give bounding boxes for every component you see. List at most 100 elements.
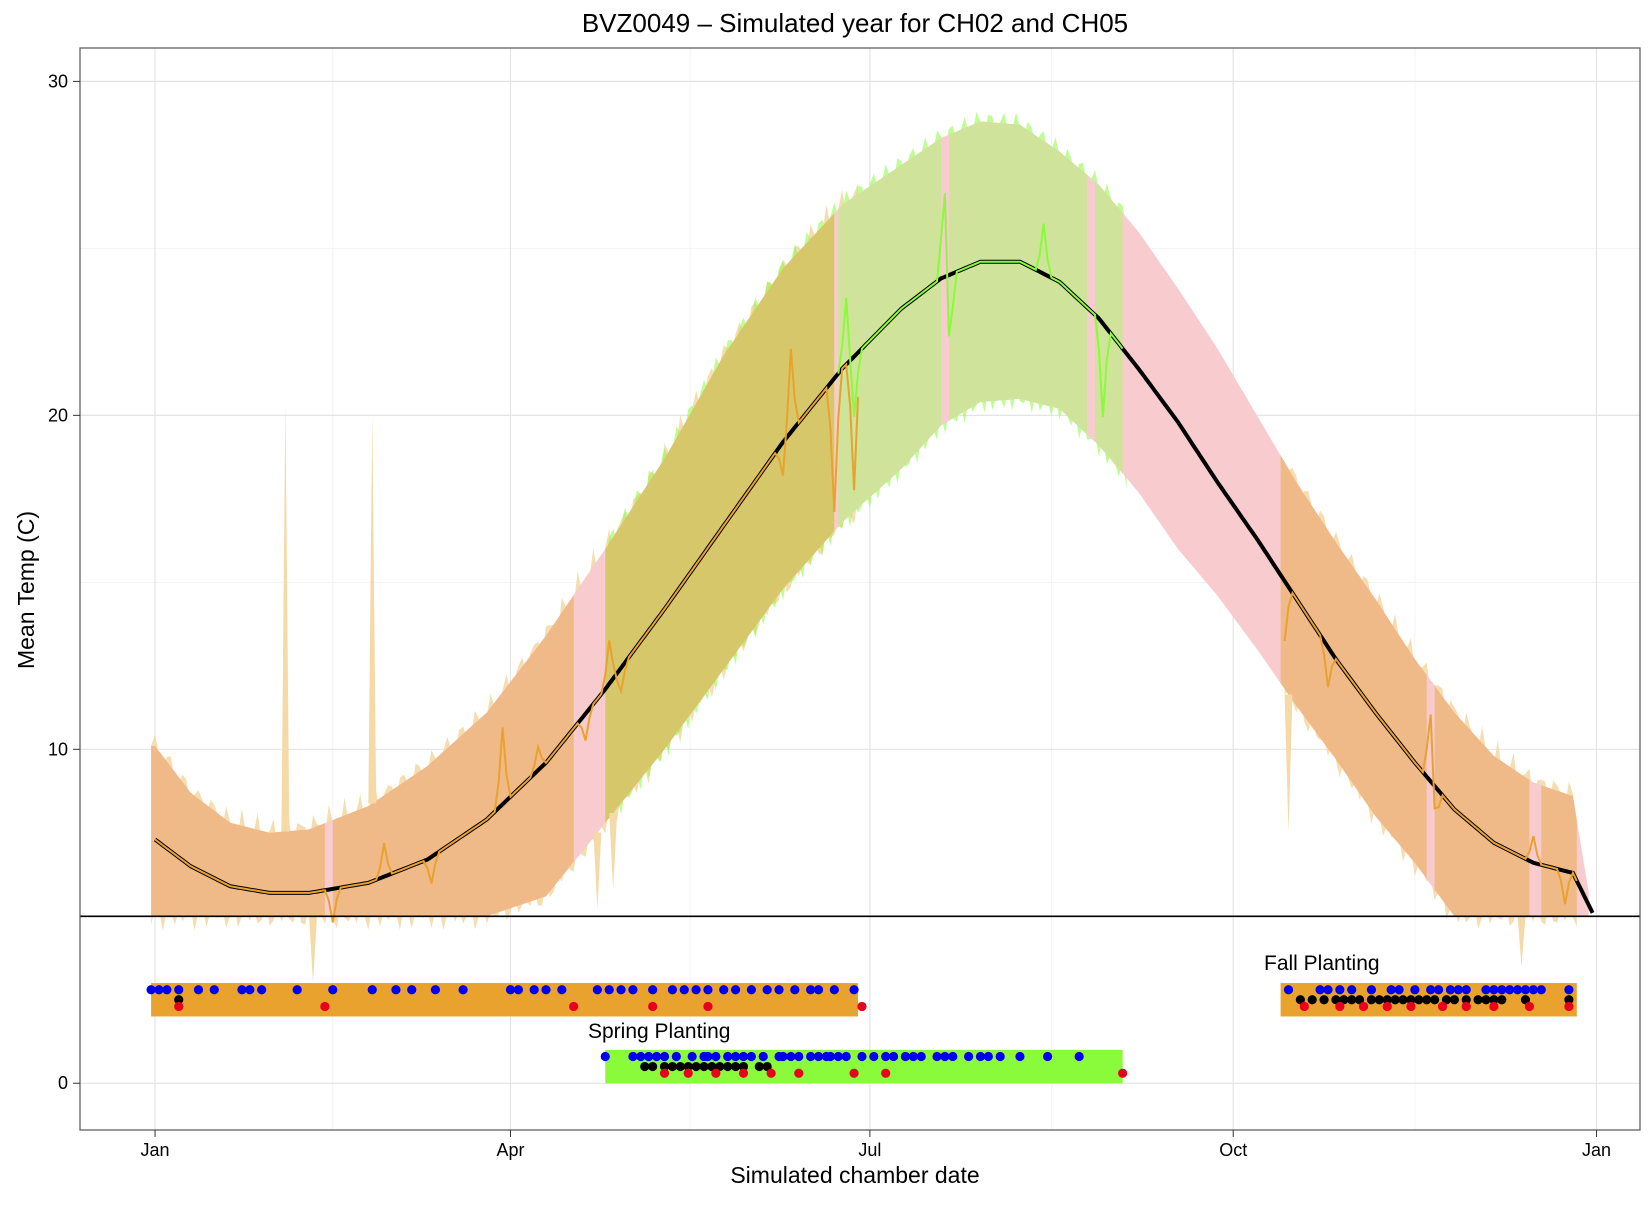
black-event-dot bbox=[754, 1061, 764, 1072]
x-tick-label: Apr bbox=[496, 1140, 524, 1160]
red-event-dot bbox=[569, 1001, 579, 1012]
black-event-dot bbox=[707, 1061, 717, 1072]
blue-event-dot bbox=[367, 985, 377, 995]
red-event-dot bbox=[683, 1068, 693, 1078]
red-event-dot bbox=[1564, 1001, 1574, 1012]
blue-event-dot bbox=[458, 985, 468, 995]
black-event-dot bbox=[723, 1061, 733, 1072]
blue-event-dot bbox=[648, 985, 658, 995]
red-event-dot bbox=[881, 1068, 891, 1078]
chamber-line-spring bbox=[154, 348, 859, 923]
blue-event-dot bbox=[1283, 985, 1294, 995]
blue-event-dot bbox=[1453, 985, 1463, 995]
red-event-dot bbox=[1382, 1001, 1392, 1012]
x-tick-label: Jan bbox=[1582, 1140, 1611, 1160]
blue-event-dot bbox=[628, 985, 638, 995]
black-event-dot bbox=[1339, 995, 1349, 1005]
blue-event-dot bbox=[794, 1051, 804, 1062]
red-event-dot bbox=[766, 1068, 776, 1078]
blue-event-dot bbox=[1461, 985, 1471, 995]
blue-event-dot bbox=[888, 1051, 899, 1062]
blue-event-dot bbox=[146, 985, 156, 995]
blue-event-dot bbox=[505, 985, 516, 995]
blue-event-dot bbox=[245, 985, 255, 995]
band-spike bbox=[1517, 916, 1526, 967]
black-event-dot bbox=[1441, 995, 1452, 1005]
black-event-dot bbox=[683, 1061, 693, 1072]
blue-event-dot bbox=[719, 985, 729, 995]
blue-event-dot bbox=[778, 1051, 788, 1062]
blue-event-dot bbox=[932, 1051, 942, 1062]
blue-event-dot bbox=[786, 1051, 796, 1062]
blue-event-dot bbox=[407, 985, 417, 995]
black-event-dot bbox=[1422, 995, 1432, 1005]
blue-event-dot bbox=[616, 985, 626, 995]
blue-event-dot bbox=[513, 985, 523, 995]
blue-event-dot bbox=[529, 985, 539, 995]
red-event-dot bbox=[1461, 1001, 1471, 1012]
blue-event-dot bbox=[762, 985, 772, 995]
red-event-dot bbox=[1406, 1001, 1416, 1012]
blue-event-dot bbox=[1481, 985, 1491, 995]
blue-event-dot bbox=[746, 985, 756, 995]
black-event-dot bbox=[1390, 995, 1400, 1005]
blue-event-dot bbox=[659, 1051, 670, 1062]
blue-event-dot bbox=[193, 985, 204, 995]
red-event-dot bbox=[794, 1068, 804, 1078]
blue-event-dot bbox=[711, 1051, 721, 1062]
blue-event-dot bbox=[1426, 985, 1436, 995]
blue-event-dot bbox=[237, 985, 247, 995]
band-spike bbox=[281, 401, 290, 832]
blue-event-dot bbox=[1512, 985, 1523, 995]
y-tick-label: 10 bbox=[48, 739, 68, 759]
black-event-dot bbox=[715, 1061, 725, 1072]
black-event-dot bbox=[667, 1061, 678, 1072]
blue-event-dot bbox=[1386, 985, 1396, 995]
blue-event-dot bbox=[1335, 985, 1345, 995]
x-tick-label: Jul bbox=[858, 1140, 881, 1160]
band-spike bbox=[368, 415, 377, 804]
black-event-dot bbox=[1461, 995, 1471, 1005]
red-event-dot bbox=[1299, 1001, 1309, 1012]
chamber-line-fall bbox=[1283, 590, 1578, 905]
blue-event-dot bbox=[869, 1051, 879, 1062]
blue-event-dot bbox=[730, 1051, 741, 1062]
blue-event-dot bbox=[557, 985, 567, 995]
red-event-dot bbox=[1437, 1001, 1448, 1012]
blue-event-dot bbox=[644, 1051, 654, 1062]
black-event-dot bbox=[174, 995, 184, 1005]
blue-event-dot bbox=[174, 985, 184, 995]
blue-event-dot bbox=[687, 1051, 697, 1062]
blue-event-dot bbox=[829, 985, 839, 995]
black-event-dot bbox=[659, 1061, 670, 1072]
blue-event-dot bbox=[908, 1051, 918, 1062]
black-event-dot bbox=[640, 1061, 650, 1072]
red-event-dot bbox=[1524, 1001, 1535, 1012]
y-tick-label: 20 bbox=[48, 405, 68, 425]
chart-title: BVZ0049 – Simulated year for CH02 and CH… bbox=[582, 8, 1128, 38]
blue-event-dot bbox=[1347, 985, 1357, 995]
red-event-dot bbox=[857, 1001, 867, 1012]
black-event-dot bbox=[1307, 995, 1317, 1005]
blue-event-dot bbox=[841, 1051, 851, 1062]
band-pink-notch bbox=[324, 820, 333, 917]
blue-event-dot bbox=[592, 985, 602, 995]
black-event-dot bbox=[1473, 995, 1483, 1005]
blue-event-dot bbox=[1497, 985, 1507, 995]
black-event-dot bbox=[1295, 995, 1305, 1005]
red-event-dot bbox=[320, 1001, 330, 1012]
band-orange-early bbox=[151, 554, 602, 917]
blue-event-dot bbox=[1489, 985, 1499, 995]
blue-event-dot bbox=[209, 985, 219, 995]
blue-event-dot bbox=[691, 985, 701, 995]
blue-event-dot bbox=[1433, 985, 1444, 995]
black-event-dot bbox=[1366, 995, 1377, 1005]
black-event-dot bbox=[1481, 995, 1491, 1005]
band-spike bbox=[1284, 694, 1293, 833]
black-event-dot bbox=[1331, 995, 1341, 1005]
black-event-dot bbox=[1347, 995, 1357, 1005]
blue-event-dot bbox=[825, 1051, 835, 1062]
blue-event-dot bbox=[541, 985, 551, 995]
blue-event-dot bbox=[983, 1051, 993, 1062]
